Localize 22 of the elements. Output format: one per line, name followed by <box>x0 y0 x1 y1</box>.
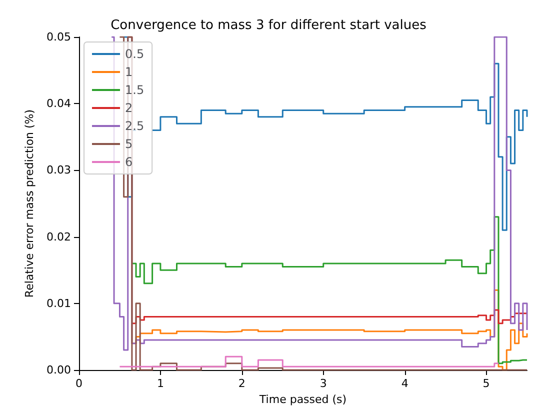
x-tick-label: 4 <box>401 377 408 390</box>
x-tick-label: 0 <box>76 377 82 390</box>
x-tick-label: 3 <box>320 377 327 390</box>
legend-label: 0.5 <box>125 47 144 61</box>
chart-title: Convergence to mass 3 for different start values <box>110 18 427 33</box>
y-tick-label: 0.02 <box>46 230 71 244</box>
legend-label: 2.5 <box>125 119 144 133</box>
y-tick-label: 0.01 <box>46 296 71 310</box>
legend-label: 2 <box>125 101 133 115</box>
y-tick-label: 0.05 <box>46 30 71 44</box>
x-tick-label: 5 <box>482 377 490 390</box>
y-tick-label: 0.00 <box>46 364 71 376</box>
legend-label: 1 <box>125 65 133 79</box>
legend-label: 5 <box>125 137 133 151</box>
x-tick-label: 1 <box>156 377 164 390</box>
legend-label: 1.5 <box>125 83 144 97</box>
legend-label: 6 <box>125 155 133 169</box>
x-axis-title: Time passed (s) <box>258 392 347 406</box>
y-tick-label: 0.04 <box>46 97 71 110</box>
x-tick-label: 2 <box>238 377 246 390</box>
y-tick-label: 0.03 <box>46 164 71 177</box>
y-axis-title: Relative error mass prediction (%) <box>23 109 36 298</box>
